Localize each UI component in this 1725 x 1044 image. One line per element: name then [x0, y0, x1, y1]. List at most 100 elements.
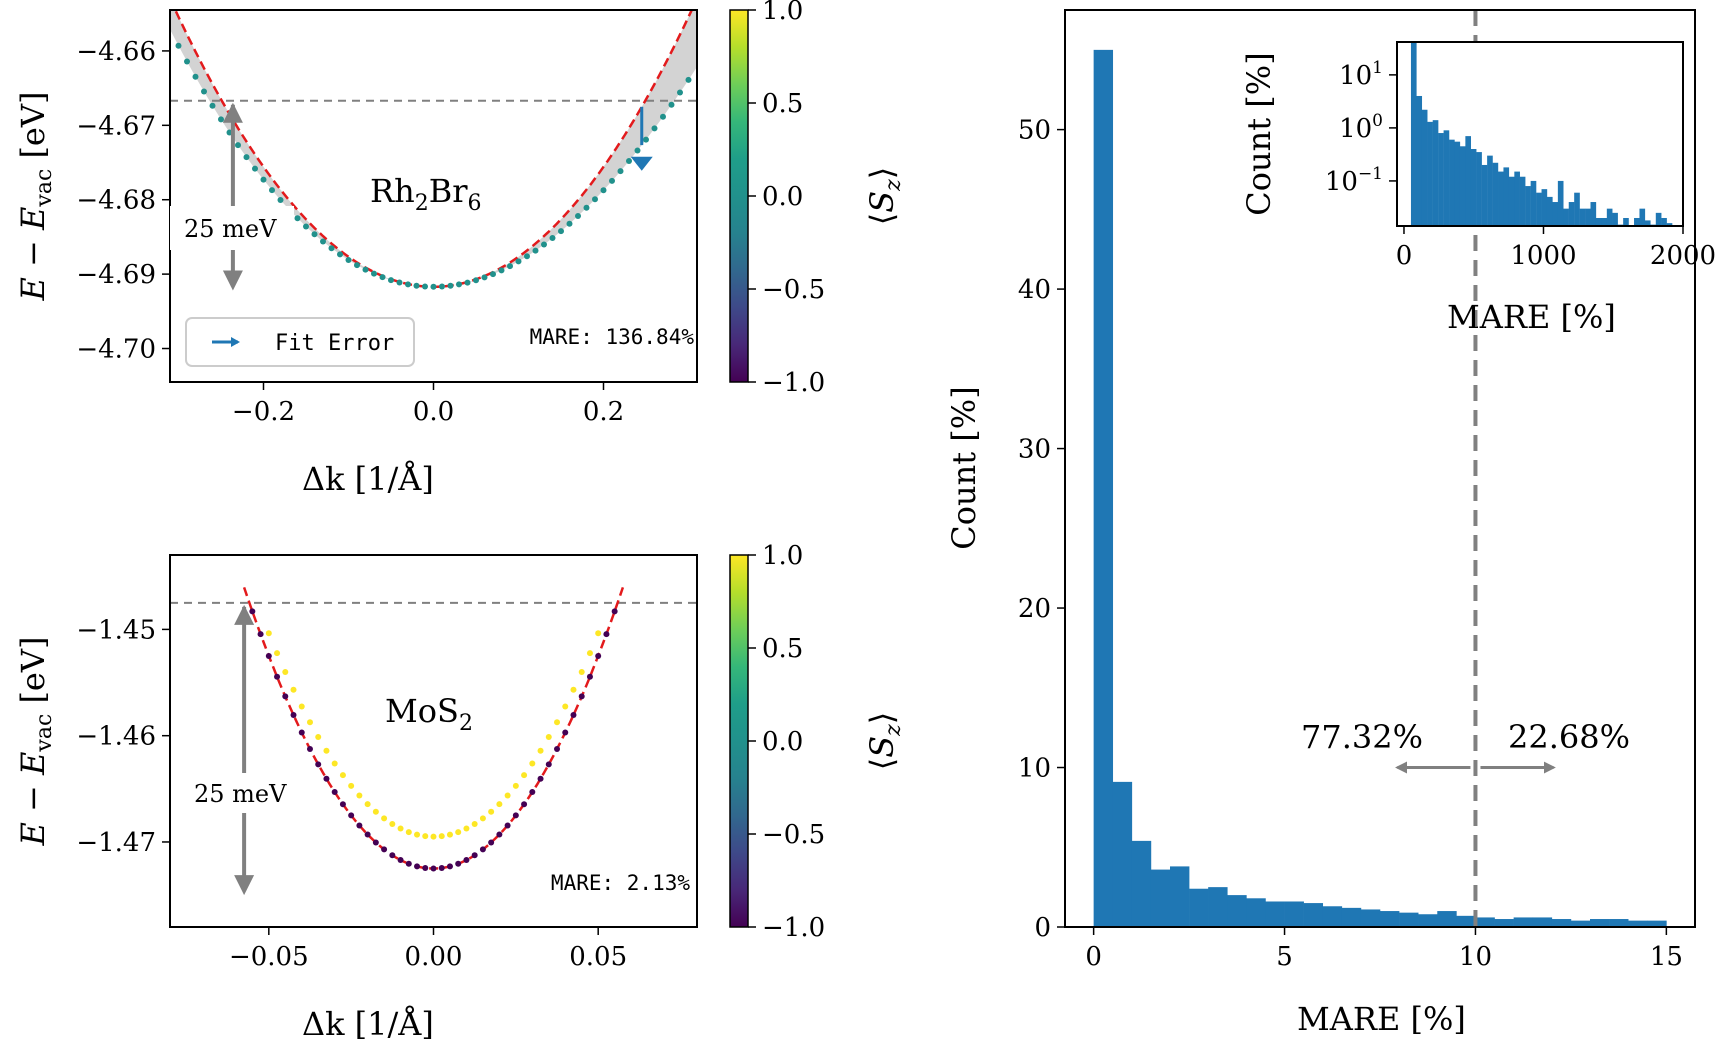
inset-bar — [1590, 202, 1597, 226]
rh2br6-band-point — [175, 42, 182, 49]
rh2br6-band-point — [252, 165, 258, 172]
histogram-ytick-label: 10 — [1018, 754, 1051, 784]
inset-bar — [1508, 176, 1515, 226]
inset-bar — [1634, 217, 1640, 226]
histogram-bar — [1150, 869, 1171, 927]
mos2-upper-band-point — [438, 833, 445, 840]
mos2-plot: −1.45 −1.46 −1.47 −0.05 0.00 0.05 Δk [1/Å] E … — [14, 554, 698, 1043]
histogram-bar — [1475, 917, 1495, 927]
rh2br6-band-point — [277, 196, 284, 203]
histogram-bar — [1380, 911, 1400, 927]
mos2-ytick-label: −1.45 — [76, 615, 156, 645]
mos2-upper-band-point — [348, 782, 355, 789]
rh2br6-band-point — [634, 147, 641, 154]
rh2br6-band-point — [218, 116, 224, 123]
rh2br6-window-label-bg — [170, 206, 294, 250]
rh2br6-ytick-label: −4.68 — [76, 186, 156, 216]
rh2br6-band-point — [473, 277, 479, 284]
inset-ytick-label: 100 — [1339, 111, 1383, 144]
mos2-upper-band-point — [405, 829, 412, 836]
mos2-lower-band-point — [414, 863, 421, 870]
mos2-upper-band-point — [323, 747, 330, 754]
histogram-xtick-label: 0 — [1085, 942, 1102, 972]
mos2-lower-band-point — [504, 822, 511, 829]
histogram-bar — [1303, 903, 1324, 927]
inset-bar — [1519, 176, 1526, 226]
histogram-bar — [1628, 920, 1648, 927]
mos2-lower-band-point — [356, 822, 363, 829]
mos2-lower-band-point — [405, 860, 412, 867]
histogram-xtick-label: 15 — [1650, 942, 1683, 972]
inset-bar — [1410, 42, 1417, 226]
mos2-upper-band-point — [578, 668, 585, 675]
mos2-material-label: MoS2 — [385, 692, 473, 736]
rh2br6-band-point — [498, 267, 505, 274]
inset-bar — [1492, 162, 1499, 226]
rh2br6-colorbar-tick-label: 1.0 — [762, 0, 803, 26]
mos2-upper-band-point — [414, 831, 421, 838]
rh2br6-band-point — [575, 212, 581, 219]
mos2-upper-band-point — [488, 808, 495, 815]
mos2-lower-band-point — [397, 857, 404, 864]
rh2br6-band-point — [311, 231, 318, 238]
right-fraction-label: 22.68% — [1508, 718, 1630, 756]
mos2-upper-band-point — [496, 801, 503, 808]
inset-ytick-exponent: 1 — [1372, 58, 1383, 78]
rh2br6-band-point — [558, 228, 564, 235]
rh2br6-material-label: Rh2Br6 — [370, 172, 482, 216]
rh2br6-band-point — [337, 251, 343, 258]
rh2br6-band-point — [600, 187, 607, 194]
mos2-xtick-label: 0.00 — [405, 942, 463, 972]
fit-error-arrowhead-icon — [630, 156, 653, 171]
rh2br6-band-point — [354, 262, 360, 269]
fit-error-region — [170, 10, 697, 287]
rh2br6-band-point — [660, 113, 666, 120]
rh2br6-band-point — [345, 256, 352, 263]
histogram-xtick-label: 5 — [1276, 942, 1293, 972]
mos2-colorbar-tick-label: 0.5 — [762, 634, 803, 664]
mos2-lower-band-point — [290, 711, 297, 718]
rh2br6-window-arrow-up-icon — [222, 102, 243, 123]
histogram-bar — [1513, 917, 1534, 927]
inset-xtick-label: 0 — [1396, 241, 1413, 271]
left-fraction-label: 77.32% — [1301, 718, 1423, 756]
inset-ytick-exponent: −1 — [1358, 164, 1383, 184]
rh2br6-band-point — [566, 220, 573, 227]
rh2br6-band-point — [507, 263, 513, 270]
inset-ytick-base: 10 — [1339, 61, 1372, 91]
inset-bar — [1503, 167, 1510, 226]
rh2br6-band-point — [515, 258, 522, 265]
histogram-bar — [1284, 901, 1304, 927]
rh2br6-band-point — [651, 125, 658, 132]
inset-bar — [1454, 141, 1461, 226]
rh2br6-plot: −4.66 −4.67 −4.68 −4.69 −4.70 −0.2 0.0 0.2 Δk [… — [14, 9, 698, 498]
rh2br6-band-point — [626, 157, 632, 164]
mos2-upper-band-point — [372, 808, 379, 815]
histogram-ylabel: Count [%] — [945, 386, 983, 549]
rh2br6-band-point — [617, 168, 624, 175]
inset-bar — [1644, 220, 1651, 226]
mos2-upper-band-point — [265, 630, 272, 637]
inset-bar — [1557, 180, 1564, 226]
rh2br6-band-point — [524, 253, 530, 260]
mos2-colorbar-label: ⟨Sz⟩ — [863, 712, 906, 770]
mos2-upper-band-point — [298, 703, 305, 710]
rh2br6-band-point — [439, 283, 445, 290]
inset-bar — [1449, 139, 1455, 226]
mos2-lower-band-point — [282, 693, 289, 700]
mos2-lower-band-point — [372, 839, 379, 846]
mos2-lower-band-point — [595, 652, 602, 659]
inset-ytick-base: 10 — [1339, 114, 1372, 144]
mos2-lower-band-point — [545, 761, 552, 768]
mos2-lower-band-point — [323, 775, 330, 782]
mos2-lower-band-point — [249, 608, 256, 615]
mos2-lower-band-point — [586, 673, 593, 680]
mos2-lower-band-point — [306, 745, 313, 752]
mos2-upper-band-point — [306, 719, 313, 726]
histogram-bar — [1322, 906, 1343, 927]
mos2-lower-band-point — [455, 860, 462, 867]
inset-bar — [1655, 212, 1662, 226]
rh2br6-window-arrow-down-icon — [222, 270, 243, 291]
